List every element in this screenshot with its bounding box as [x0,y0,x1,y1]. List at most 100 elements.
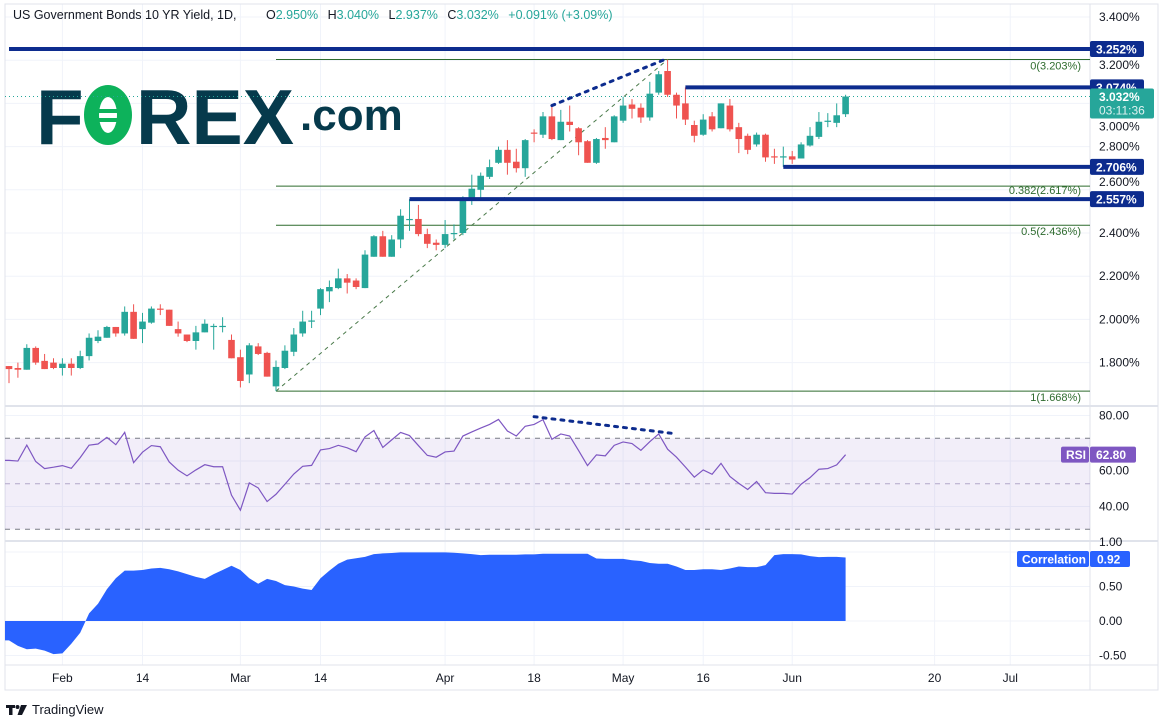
candle [103,325,111,338]
candle [94,330,102,344]
correlation-name-badge [1017,551,1089,567]
candle-body [76,356,84,368]
correlation-value-label: 0.92 [1097,553,1121,567]
candle-body [548,116,556,140]
candle-body [406,218,413,221]
correlation-value-badge [1090,551,1130,567]
candle-body [664,71,671,95]
candle [397,209,404,249]
candle-body [263,352,271,377]
candle-body [673,94,680,106]
candle [299,310,306,337]
candle-body [335,278,342,289]
candle-body [780,156,787,158]
candle-body [103,326,111,338]
candle [824,113,832,128]
candle-body [139,321,146,330]
rsi-name-label: RSI [1066,448,1086,462]
svg-text:REX: REX [136,73,294,161]
candle-body [717,103,725,129]
candle [23,344,31,370]
candle [432,239,440,251]
rsi-value-label: 62.80 [1096,448,1126,462]
candle [477,172,484,201]
candle [424,228,431,249]
candle [228,334,235,359]
candle-body [530,132,538,134]
candle [352,278,360,290]
candle-body [68,363,75,368]
candle-body [833,115,840,123]
time-tick-label: Mar [230,671,251,685]
candle-body [521,140,529,169]
candle-body [174,329,182,334]
symbol-title: US Government Bonds 10 YR Yield, 1D, [13,8,237,22]
candle-body [308,320,315,322]
time-tick-label: 20 [928,671,942,685]
candle-body [94,336,102,341]
candle-body [450,233,458,235]
open-value: 2.950% [275,8,319,22]
price-tick-label: 3.400% [1099,10,1140,24]
candle-body [165,309,173,326]
candle [246,343,253,384]
fib-level-label: 0(3.203%) [1030,61,1081,73]
price-axis[interactable]: Feb 14 Mar 14 Apr 18 May 16 Jun 20 Jul 3.400% 3.200%… [52,10,1140,685]
candle-body [815,121,823,137]
candle [5,366,13,384]
candle-body [486,167,493,177]
rsi-tick-label: 80.00 [1099,409,1129,423]
tradingview-logo-icon [6,704,27,715]
correlation-pane [5,552,846,655]
candle-body [602,137,609,141]
candle [513,148,520,173]
level-badge [1090,158,1144,175]
price-tick-label: 3.200% [1099,58,1140,72]
candle-body [575,128,582,143]
candle [59,358,66,376]
candle [682,87,689,125]
candle [201,319,209,333]
candle [735,122,743,154]
level-badge-label: 3.252% [1096,42,1137,56]
candle-body [237,357,244,381]
candle [415,204,422,237]
candle-body [468,188,476,201]
tradingview-brand[interactable]: TradingView [6,702,104,717]
candle [806,127,814,147]
candle-body [228,339,235,359]
candle [637,103,645,123]
candle-body [112,326,120,334]
correlation-tick-label: -0.50 [1099,649,1127,663]
price-pane: 0(3.203%) 0.382(2.617%) 0.5(2.436%) 1(1.668… [5,46,1090,404]
candle [343,274,351,294]
time-tick-label: 14 [314,671,328,685]
candle [539,112,547,138]
correlation-area [5,552,846,655]
candle [148,306,155,324]
candle [646,81,654,121]
candle [183,334,191,343]
candle-body [441,234,449,245]
candle [308,310,315,329]
low-key: L [388,8,396,22]
candle-body [753,134,760,145]
candle [673,92,680,119]
rsi-tick-label: 60.00 [1099,464,1129,478]
time-tick-label: Apr [436,671,455,685]
level-badge [1090,191,1144,208]
candle [780,146,787,167]
candle [655,71,662,95]
candle-body [432,242,440,245]
level-badge-label: 2.706% [1096,160,1137,174]
candle [41,353,48,370]
candle-body [14,368,22,370]
high-value: 3.040% [336,8,380,22]
time-tick-label: 18 [527,671,541,685]
candle [619,96,627,123]
candle-body [299,321,306,334]
level-badge-label: 2.557% [1096,193,1137,207]
candle-body [708,116,716,130]
candle-body [628,104,636,109]
